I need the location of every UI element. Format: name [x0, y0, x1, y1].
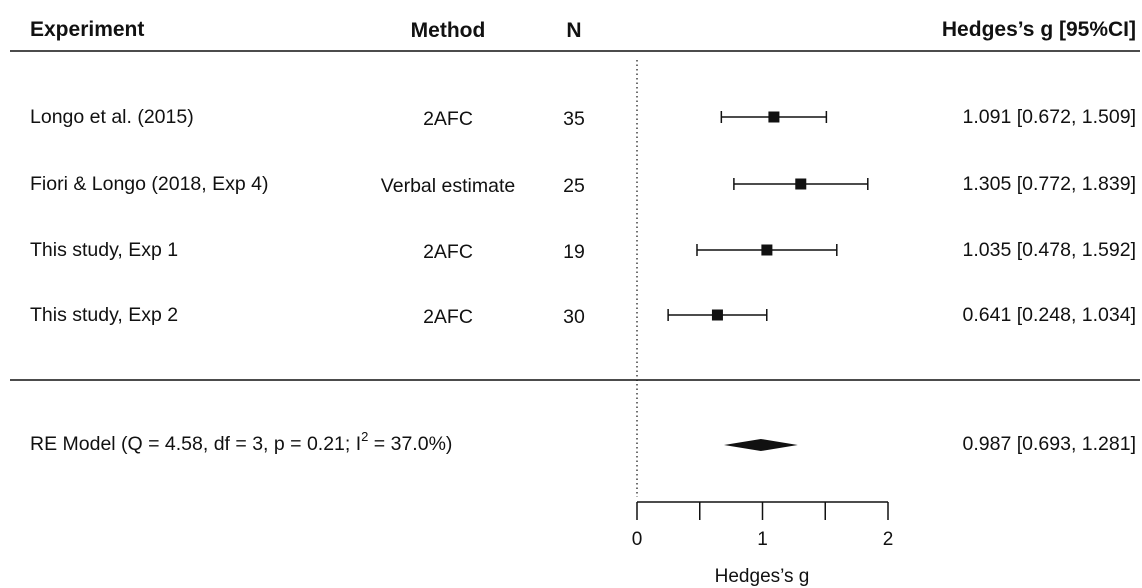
study-n-label: 30	[563, 306, 585, 328]
study-row: Fiori & Longo (2018, Exp 4) Verbal estima…	[30, 173, 1136, 197]
study-method-label: Verbal estimate	[381, 175, 515, 197]
study-experiment-label: This study, Exp 1	[30, 239, 178, 261]
study-experiment-label: Fiori & Longo (2018, Exp 4)	[30, 173, 268, 195]
summary-label: RE Model (Q = 4.58, df = 3, p = 0.21; I2…	[30, 429, 452, 455]
study-effect-label: 1.035 [0.478, 1.592]	[963, 239, 1136, 261]
study-n-label: 25	[563, 175, 585, 197]
header-n: N	[566, 19, 581, 42]
study-row: Longo et al. (2015) 2AFC 35 1.091 [0.672, 1…	[30, 106, 1136, 130]
study-method-label: 2AFC	[423, 241, 473, 263]
study-effect-label: 0.641 [0.248, 1.034]	[963, 304, 1136, 326]
x-axis-tick-label: 1	[757, 529, 768, 550]
header-experiment: Experiment	[30, 18, 144, 41]
x-axis: 0 1 2	[632, 501, 894, 550]
study-row: This study, Exp 2 2AFC 30 0.641 [0.248, 1.0…	[30, 304, 1136, 328]
study-point-estimate	[761, 244, 773, 256]
study-effect-label: 1.305 [0.772, 1.839]	[963, 173, 1136, 195]
summary-value-label: 0.987 [0.693, 1.281]	[963, 433, 1136, 455]
x-axis-tick-label: 0	[632, 529, 643, 550]
study-point-estimate	[795, 178, 807, 190]
study-effect-label: 1.091 [0.672, 1.509]	[963, 106, 1136, 128]
study-experiment-label: Longo et al. (2015)	[30, 106, 194, 128]
study-n-label: 19	[563, 241, 585, 263]
study-rows: Longo et al. (2015) 2AFC 35 1.091 [0.672, 1…	[30, 106, 1136, 328]
header-method: Method	[411, 19, 486, 42]
study-experiment-label: This study, Exp 2	[30, 304, 178, 326]
study-n-label: 35	[563, 108, 585, 130]
study-method-label: 2AFC	[423, 108, 473, 130]
study-point-estimate	[711, 309, 723, 321]
study-method-label: 2AFC	[423, 306, 473, 328]
summary-diamond	[723, 439, 798, 451]
study-row: This study, Exp 1 2AFC 19 1.035 [0.478, 1.5…	[30, 239, 1136, 263]
header-effect: Hedges’s g [95%CI]	[942, 18, 1136, 41]
x-axis-tick-label: 2	[883, 529, 894, 550]
x-axis-title: Hedges’s g	[715, 566, 810, 587]
study-point-estimate	[768, 111, 780, 123]
